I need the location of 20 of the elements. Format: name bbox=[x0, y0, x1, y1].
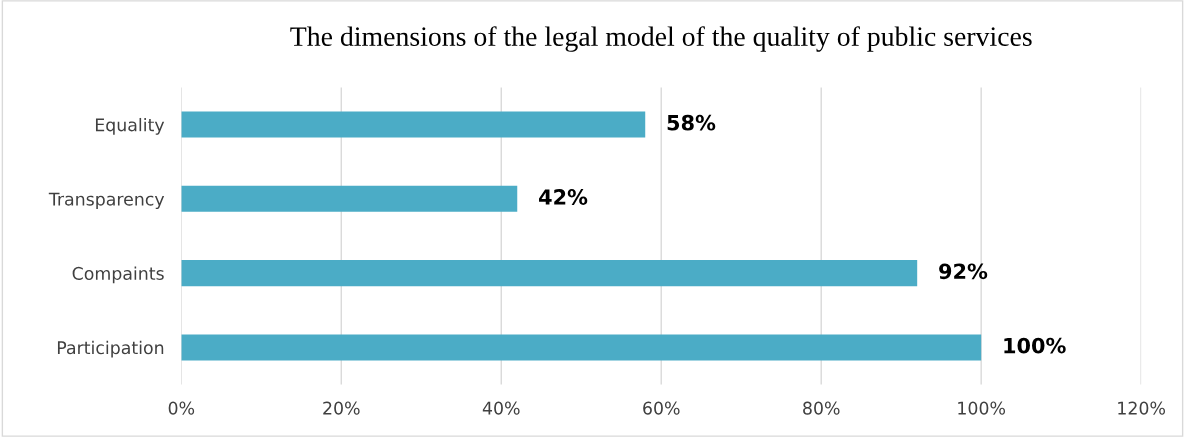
x-tick-label: 40% bbox=[482, 401, 520, 415]
y-tick-label: Participation bbox=[57, 340, 164, 358]
bar bbox=[181, 111, 646, 138]
data-label: 42% bbox=[539, 189, 588, 205]
chart-title: The dimensions of the legal model of the quality of public services bbox=[290, 26, 1032, 52]
y-tick-label: Equality bbox=[95, 117, 165, 135]
data-label: 58% bbox=[667, 114, 716, 131]
x-tick-label: 80% bbox=[803, 401, 840, 415]
y-tick-label: Transparency bbox=[48, 192, 165, 210]
bar bbox=[181, 185, 518, 212]
x-tick-label: 0% bbox=[168, 401, 195, 415]
bar bbox=[181, 260, 918, 287]
x-tick-label: 60% bbox=[643, 401, 680, 415]
x-tick-label: 100% bbox=[958, 401, 1006, 415]
data-label: 100% bbox=[1004, 337, 1066, 354]
y-tick-label: Compaints bbox=[72, 266, 164, 284]
data-label: 92% bbox=[939, 263, 988, 280]
bar bbox=[181, 334, 982, 361]
x-tick-label: 20% bbox=[323, 401, 360, 415]
x-tick-label: 120% bbox=[1118, 401, 1166, 415]
